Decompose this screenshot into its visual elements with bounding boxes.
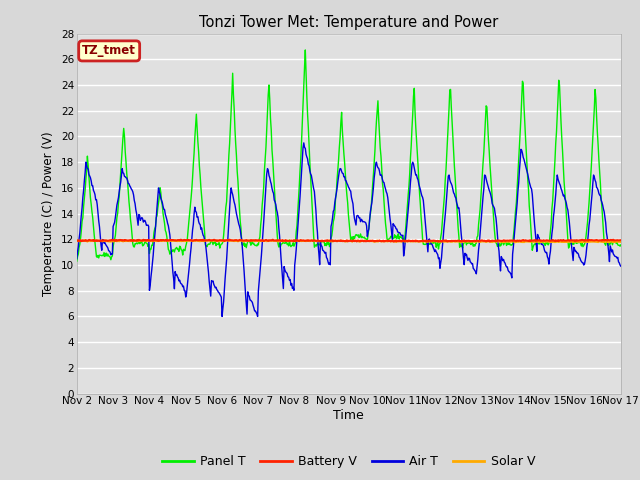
Legend: Panel T, Battery V, Air T, Solar V: Panel T, Battery V, Air T, Solar V bbox=[157, 450, 540, 473]
X-axis label: Time: Time bbox=[333, 409, 364, 422]
Y-axis label: Temperature (C) / Power (V): Temperature (C) / Power (V) bbox=[42, 132, 55, 296]
Text: TZ_tmet: TZ_tmet bbox=[82, 44, 136, 58]
Title: Tonzi Tower Met: Temperature and Power: Tonzi Tower Met: Temperature and Power bbox=[199, 15, 499, 30]
